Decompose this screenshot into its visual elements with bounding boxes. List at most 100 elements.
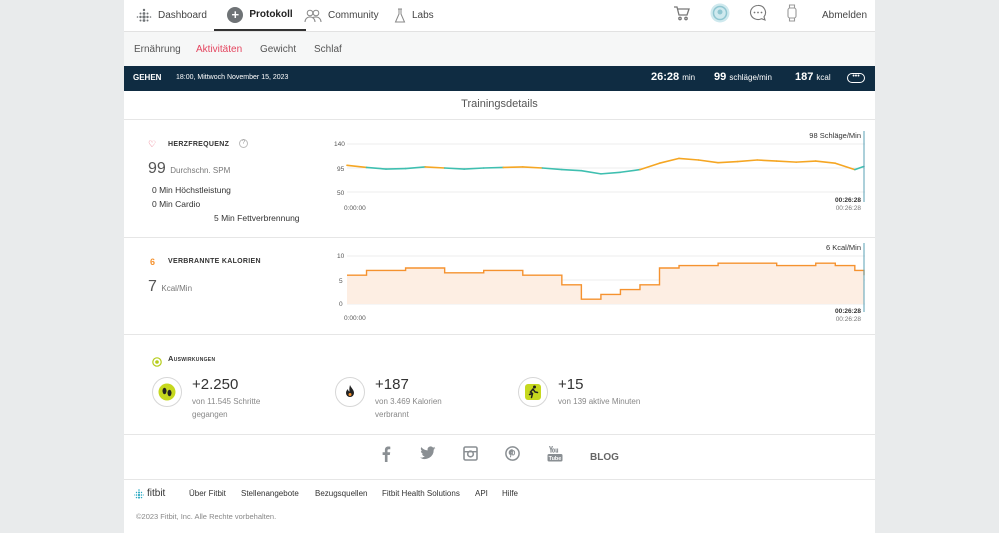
impact-active-minutes-value: +15 — [558, 376, 584, 393]
nav-protokoll[interactable]: + Protokoll — [214, 0, 306, 31]
nav-labs-label: Labs — [412, 10, 434, 21]
zone-peak: 0 Min Höchstleistung — [152, 185, 231, 195]
hr-line-segment — [424, 166, 446, 169]
impact-title: Auswirkungen — [168, 354, 216, 363]
hr-line-segment — [854, 165, 865, 171]
watch-icon — [786, 4, 798, 27]
footer-link-about[interactable]: Über Fitbit — [189, 489, 226, 498]
hr-unit: schläge/min — [729, 73, 772, 82]
hr-line-segment — [697, 159, 719, 164]
copyright: ©2023 Fitbit, Inc. Alle Rechte vorbehalt… — [136, 512, 277, 521]
heart-rate-average-unit: Durchschn. SPM — [170, 166, 231, 175]
hr-line-segment — [775, 160, 798, 163]
hr-line-segment — [385, 167, 407, 170]
subnav-schlaf[interactable]: Schlaf — [314, 44, 342, 55]
nav-community[interactable]: Community — [304, 0, 379, 31]
plus-icon: + — [227, 6, 244, 23]
cart-icon — [673, 5, 691, 26]
hr-cursor-time: 00:26:28 — [835, 197, 861, 204]
calories-value-unit: Kcal/Min — [161, 284, 193, 293]
hr-line-segment — [561, 168, 583, 172]
device-button[interactable] — [786, 0, 798, 31]
hr-line-segment — [619, 168, 641, 174]
blog-link[interactable]: BLOG — [590, 452, 619, 463]
dots-grid-icon — [136, 8, 152, 24]
activity-datetime: 18:00, Mittwoch November 15, 2023 — [176, 74, 289, 81]
nav-labs[interactable]: Labs — [394, 0, 434, 31]
hr-value: 99 — [714, 71, 727, 83]
page: Dashboard + Protokoll Community Labs — [124, 0, 875, 533]
divider — [124, 119, 875, 120]
calories-label: VERBRANNTE KALORIEN — [168, 258, 261, 265]
activity-calories: 187 kcal — [795, 71, 831, 83]
footer: fitbit Über Fitbit Stellenangebote Bezug… — [124, 479, 875, 533]
cart-button[interactable] — [673, 0, 691, 31]
footprints-icon — [158, 383, 176, 401]
hr-line-segment — [639, 162, 661, 171]
cal-start-time: 0:00:00 — [344, 315, 366, 322]
zone-fat-burn: 5 Min Fettverbrennung — [214, 213, 300, 223]
footer-link-jobs[interactable]: Stellenangebote — [241, 489, 299, 498]
calories-chart[interactable]: 10 5 0 0:00:00 6 Kcal/Min 00:26:28 00:26… — [329, 240, 869, 326]
nav-dashboard[interactable]: Dashboard — [136, 0, 207, 31]
hr-end-time: 00:26:28 — [836, 205, 862, 212]
help-icon[interactable]: ? — [239, 139, 248, 148]
twitter-icon[interactable] — [420, 446, 436, 460]
logout-link[interactable]: Abmelden — [822, 10, 868, 21]
messages-button[interactable] — [749, 0, 767, 31]
subnav-aktivitaeten[interactable]: Aktivitäten — [196, 44, 243, 55]
footer-link-api[interactable]: API — [475, 489, 488, 498]
nav-community-label: Community — [328, 10, 379, 21]
youtube-icon[interactable]: Tube — [547, 446, 563, 462]
heart-icon: ♡ — [148, 139, 157, 149]
avatar-button[interactable] — [710, 0, 730, 31]
hr-ytick: 140 — [334, 141, 345, 148]
calories-icon: 6 — [150, 257, 156, 267]
fitbit-dots-icon — [134, 488, 144, 499]
more-options-button[interactable]: ••• — [847, 73, 865, 83]
target-icon — [152, 354, 162, 372]
cal-cursor-time: 00:26:28 — [835, 308, 861, 315]
subnav-ernaehrung[interactable]: Ernährung — [134, 44, 181, 55]
fitbit-logo[interactable]: fitbit — [134, 488, 165, 499]
avatar — [710, 3, 730, 28]
footer-link-health-solutions[interactable]: Fitbit Health Solutions — [382, 489, 460, 498]
cal-ytick: 10 — [337, 253, 345, 260]
impact-calories-desc-1: von 3.469 Kalorien — [375, 397, 442, 406]
zone-cardio: 0 Min Cardio — [152, 199, 201, 209]
hr-line-segment — [521, 166, 544, 169]
hr-ytick: 50 — [337, 190, 345, 197]
subnav-gewicht[interactable]: Gewicht — [260, 44, 297, 55]
divider — [124, 334, 875, 335]
hr-line-segment — [580, 169, 602, 175]
cal-ytick: 0 — [339, 301, 343, 308]
hr-line-segment — [736, 159, 758, 163]
hr-line-segment — [463, 167, 485, 170]
hr-line-segment — [658, 157, 680, 165]
fitbit-logo-text: fitbit — [147, 488, 166, 499]
activity-duration: 26:28 min — [651, 71, 695, 83]
activity-heart-rate: 99 schläge/min — [714, 71, 772, 83]
hr-line-segment — [541, 167, 563, 171]
calories-icon-circle — [335, 377, 365, 407]
cal-unit: kcal — [816, 73, 831, 82]
impact-steps-desc-1: von 11.545 Schritte — [192, 397, 261, 406]
heart-rate-chart[interactable]: 140 95 50 0:00:00 98 Schläge/Min 00:26:2… — [329, 128, 869, 216]
calories-value-number: 7 — [148, 278, 157, 295]
cal-end-time: 00:26:28 — [836, 316, 862, 323]
top-navigation: Dashboard + Protokoll Community Labs — [124, 0, 875, 32]
impact-steps-value: +2.250 — [192, 376, 239, 393]
footer-link-retailers[interactable]: Bezugsquellen — [315, 489, 368, 498]
hr-line-segment — [600, 171, 622, 175]
facebook-icon[interactable] — [381, 446, 391, 462]
footer-link-help[interactable]: Hilfe — [502, 489, 519, 498]
hr-line-segment — [346, 164, 368, 169]
cal-cursor-label: 6 Kcal/Min — [826, 243, 861, 252]
runner-icon — [525, 384, 541, 400]
instagram-icon[interactable] — [463, 446, 478, 461]
duration-value: 26:28 — [651, 71, 680, 83]
hr-line-segment — [404, 166, 426, 170]
nav-dashboard-label: Dashboard — [158, 10, 207, 21]
divider — [124, 237, 875, 238]
pinterest-icon[interactable] — [505, 446, 520, 461]
